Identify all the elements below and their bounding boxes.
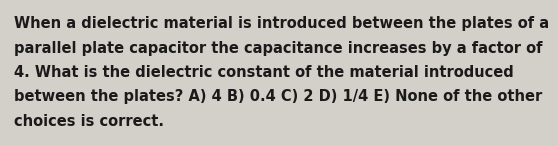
Text: between the plates? A) 4 B) 0.4 C) 2 D) 1/4 E) None of the other: between the plates? A) 4 B) 0.4 C) 2 D) … <box>14 89 542 105</box>
Text: parallel plate capacitor the capacitance increases by a factor of: parallel plate capacitor the capacitance… <box>14 40 542 55</box>
Text: choices is correct.: choices is correct. <box>14 114 164 129</box>
Text: When a dielectric material is introduced between the plates of a: When a dielectric material is introduced… <box>14 16 549 31</box>
Text: 4. What is the dielectric constant of the material introduced: 4. What is the dielectric constant of th… <box>14 65 514 80</box>
